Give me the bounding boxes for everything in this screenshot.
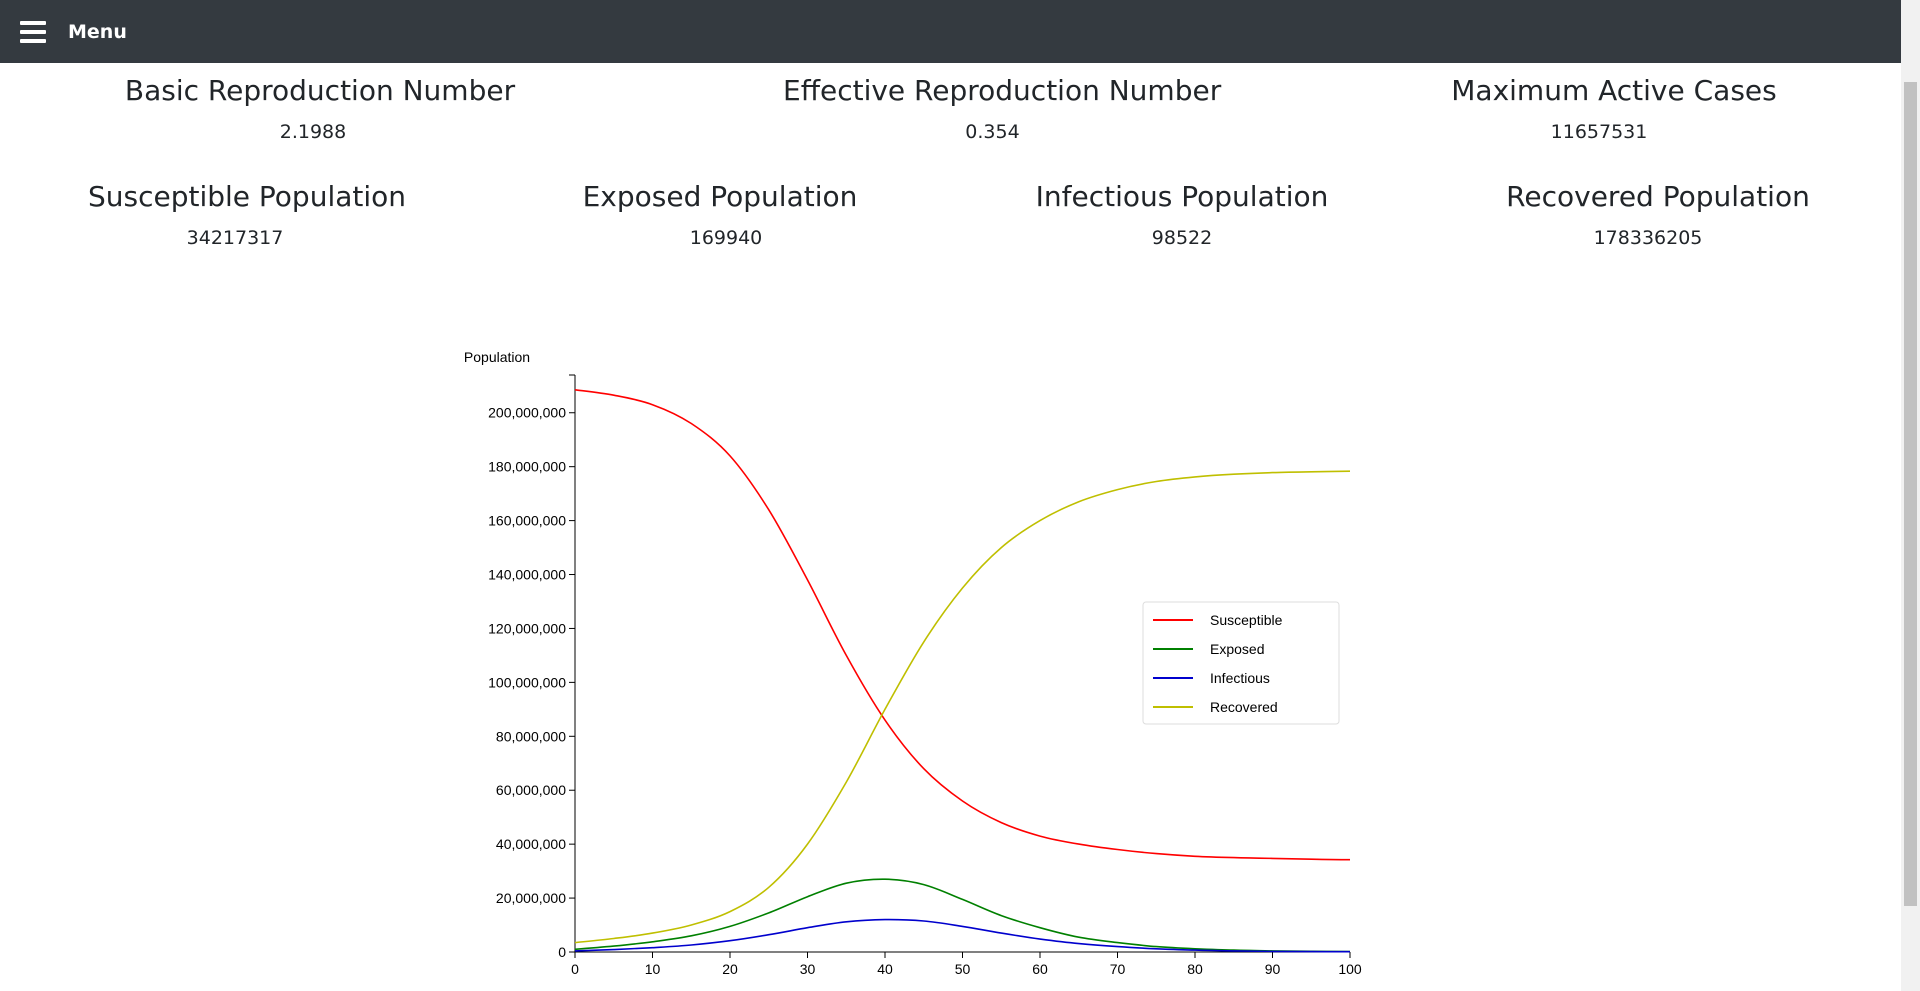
series-line-exposed: [574, 878, 1351, 953]
chart-legend: Susceptible Exposed Infectious Recovered: [1142, 601, 1340, 725]
top-navbar: Menu: [0, 0, 1901, 63]
scrollbar-thumb[interactable]: [1904, 82, 1917, 906]
y-tick-label: 140,000,000: [488, 567, 566, 583]
stat-title: Basic Reproduction Number: [124, 74, 516, 107]
series-line-recovered: [574, 470, 1351, 944]
series-line-susceptible: [574, 389, 1351, 861]
page-scrollbar[interactable]: [1901, 0, 1920, 991]
hamburger-icon: [20, 20, 46, 43]
x-tick-label: 30: [800, 961, 816, 977]
chart-axes: 0 20,000,000 40,000,000 60,000,000 80,000,00…: [488, 374, 1362, 977]
x-tick-label: 50: [955, 961, 971, 977]
x-tick-label: 70: [1110, 961, 1126, 977]
stat-value: 11657531: [1550, 121, 1648, 143]
y-tick-label: 180,000,000: [488, 459, 566, 475]
stat-title: Effective Reproduction Number: [783, 74, 1222, 107]
legend-label: Susceptible: [1210, 612, 1283, 628]
stat-basic-reproduction-number: Basic Reproduction Number 2.1988: [120, 74, 520, 143]
stat-value: 34217317: [186, 227, 284, 249]
stat-susceptible-population: Susceptible Population 34217317: [47, 180, 447, 249]
y-axis-label: Population: [464, 349, 530, 365]
y-tick-label: 200,000,000: [488, 405, 566, 421]
y-tick-label: 60,000,000: [496, 782, 566, 798]
seir-line-chart: Population 0 20,000,000 40,000,000 60,000,0…: [464, 349, 1362, 977]
stat-value: 2.1988: [279, 121, 347, 143]
x-tick-label: 80: [1187, 961, 1203, 977]
x-tick-label: 60: [1032, 961, 1048, 977]
menu-label: Menu: [68, 20, 127, 43]
x-tick-label: 0: [571, 961, 579, 977]
stat-value: 98522: [1151, 227, 1213, 249]
stat-infectious-population: Infectious Population 98522: [982, 180, 1382, 249]
stat-title: Recovered Population: [1506, 180, 1810, 213]
stat-title: Exposed Population: [582, 180, 858, 213]
x-tick-label: 40: [877, 961, 893, 977]
stat-maximum-active-cases: Maximum Active Cases 11657531: [1414, 74, 1814, 143]
stat-exposed-population: Exposed Population 169940: [520, 180, 920, 249]
stat-title: Susceptible Population: [87, 180, 407, 213]
legend-label: Infectious: [1210, 670, 1270, 686]
y-tick-label: 100,000,000: [488, 674, 566, 690]
legend-label: Recovered: [1210, 699, 1278, 715]
y-tick-label: 40,000,000: [496, 836, 566, 852]
x-tick-label: 100: [1338, 961, 1362, 977]
x-tick-label: 10: [645, 961, 661, 977]
chart-series: [574, 389, 1351, 953]
y-tick-label: 160,000,000: [488, 513, 566, 529]
stat-value: 169940: [689, 227, 763, 249]
stat-title: Infectious Population: [1035, 180, 1329, 213]
menu-toggle-button[interactable]: Menu: [0, 0, 127, 63]
x-tick-label: 90: [1265, 961, 1281, 977]
y-tick-label: 80,000,000: [496, 728, 566, 744]
stat-title: Maximum Active Cases: [1451, 74, 1777, 107]
legend-box: [1142, 601, 1340, 725]
stat-value: 178336205: [1593, 227, 1703, 249]
legend-label: Exposed: [1210, 641, 1264, 657]
stat-value: 0.354: [965, 121, 1020, 143]
stat-effective-reproduction-number: Effective Reproduction Number 0.354: [783, 74, 1222, 143]
stat-recovered-population: Recovered Population 178336205: [1458, 180, 1858, 249]
y-tick-label: 20,000,000: [496, 890, 566, 906]
series-line-infectious: [574, 918, 1351, 953]
y-tick-label: 0: [558, 944, 566, 960]
x-tick-label: 20: [722, 961, 738, 977]
y-tick-label: 120,000,000: [488, 620, 566, 636]
